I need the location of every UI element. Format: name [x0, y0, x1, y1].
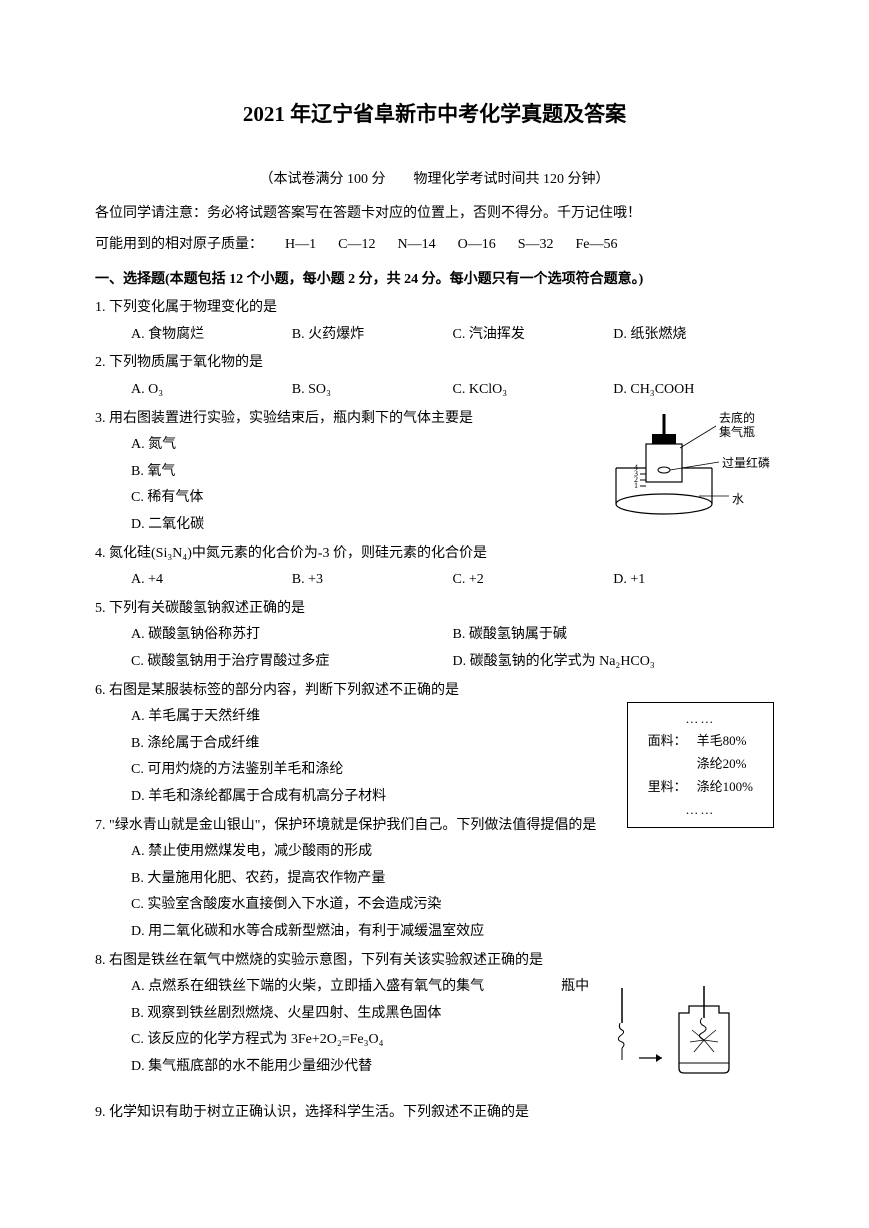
option-a: A. O₃ [131, 377, 292, 404]
question-4: 4. 氮化硅(Si₃N₄)中氮元素的化合价为-3 价，则硅元素的化合价是 A. … [95, 541, 774, 594]
question-text: 7. "绿水青山就是金山银山"，保护环境就是保护我们自己。下列做法值得提倡的是 [95, 813, 774, 840]
option-c: C. 碳酸氢钠用于治疗胃酸过多症 [131, 649, 453, 676]
question-8: 8. 右图是铁丝在氧气中燃烧的实验示意图，下列有关该实验叙述正确的是 A. 点燃… [95, 948, 774, 1098]
label-dots: …… [642, 709, 759, 730]
mass-item: C—12 [338, 237, 375, 252]
options-two: A. 碳酸氢钠俗称苏打 B. 碳酸氢钠属于碱 C. 碳酸氢钠用于治疗胃酸过多症 … [95, 622, 774, 675]
question-text: 2. 下列物质属于氧化物的是 [95, 350, 774, 377]
section-header: 一、选择题(本题包括 12 个小题，每小题 2 分，共 24 分。每小题只有一个… [95, 267, 774, 294]
option-a: A. 禁止使用燃煤发电，减少酸雨的形成 [131, 839, 774, 866]
fig-label: 过量红磷 [722, 452, 770, 475]
iron-burn-figure [604, 978, 744, 1078]
subtitle: （本试卷满分 100 分 物理化学考试时间共 120 分钟） [95, 167, 774, 194]
option-b: B. SO₃ [292, 377, 453, 404]
option-d: D. 用二氧化碳和水等合成新型燃油，有利于减缓温室效应 [131, 919, 774, 946]
options-row: A. 食物腐烂 B. 火药爆炸 C. 汽油挥发 D. 纸张燃烧 [95, 322, 774, 349]
fig-label: 水 [732, 488, 744, 511]
option-c: C. +2 [453, 567, 614, 594]
question-text: 9. 化学知识有助于树立正确认识，选择科学生活。下列叙述不正确的是 [95, 1100, 774, 1127]
question-2: 2. 下列物质属于氧化物的是 A. O₃ B. SO₃ C. KClO₃ D. … [95, 350, 774, 403]
label-table: 面料：羊毛80% 涤纶20% 里料：涤纶100% [642, 729, 759, 799]
question-text: 6. 右图是某服装标签的部分内容，判断下列叙述不正确的是 [95, 678, 774, 705]
question-3: 3. 用右图装置进行实验，实验结束后，瓶内剩下的气体主要是 A. 氮气 B. 氧… [95, 406, 774, 539]
option-b: B. 大量施用化肥、农药，提高农作物产量 [131, 866, 774, 893]
option-c: C. KClO₃ [453, 377, 614, 404]
option-a: A. 食物腐烂 [131, 322, 292, 349]
atomic-masses: 可能用到的相对原子质量： H—1 C—12 N—14 O—16 S—32 Fe—56 [95, 232, 774, 259]
mass-item: S—32 [518, 237, 554, 252]
options-row: A. O₃ B. SO₃ C. KClO₃ D. CH₃COOH [95, 377, 774, 404]
question-text: 1. 下列变化属于物理变化的是 [95, 295, 774, 322]
option-b: B. +3 [292, 567, 453, 594]
clothing-label: …… 面料：羊毛80% 涤纶20% 里料：涤纶100% …… [627, 702, 774, 828]
question-5: 5. 下列有关碳酸氢钠叙述正确的是 A. 碳酸氢钠俗称苏打 B. 碳酸氢钠属于碱… [95, 596, 774, 676]
question-1: 1. 下列变化属于物理变化的是 A. 食物腐烂 B. 火药爆炸 C. 汽油挥发 … [95, 295, 774, 348]
option-d: D. 纸张燃烧 [613, 322, 774, 349]
mass-item: Fe—56 [576, 237, 618, 252]
option-c: C. 汽油挥发 [453, 322, 614, 349]
question-text: 8. 右图是铁丝在氧气中燃烧的实验示意图，下列有关该实验叙述正确的是 [95, 948, 774, 975]
options-col: A. 禁止使用燃煤发电，减少酸雨的形成 B. 大量施用化肥、农药，提高农作物产量… [95, 839, 774, 945]
question-9: 9. 化学知识有助于树立正确认识，选择科学生活。下列叙述不正确的是 [95, 1100, 774, 1127]
mass-item: O—16 [458, 237, 496, 252]
option-b: B. 火药爆炸 [292, 322, 453, 349]
option-d: D. CH₃COOH [613, 377, 774, 404]
option-c: C. 实验室含酸废水直接倒入下水道，不会造成污染 [131, 892, 774, 919]
option-a: A. 碳酸氢钠俗称苏打 [131, 622, 453, 649]
question-7: 7. "绿水青山就是金山银山"，保护环境就是保护我们自己。下列做法值得提倡的是 … [95, 813, 774, 946]
question-6: 6. 右图是某服装标签的部分内容，判断下列叙述不正确的是 A. 羊毛属于天然纤维… [95, 678, 774, 811]
options-row: A. +4 B. +3 C. +2 D. +1 [95, 567, 774, 594]
option-b: B. 碳酸氢钠属于碱 [453, 622, 775, 649]
svg-text:1: 1 [634, 481, 638, 490]
question-text: 4. 氮化硅(Si₃N₄)中氮元素的化合价为-3 价，则硅元素的化合价是 [95, 541, 774, 568]
notice-text: 各位同学请注意：务必将试题答案写在答题卡对应的位置上，否则不得分。千万记住哦！ [95, 201, 774, 228]
option-d: D. 碳酸氢钠的化学式为 Na₂HCO₃ [453, 649, 775, 676]
masses-prefix: 可能用到的相对原子质量： [95, 237, 263, 252]
apparatus-figure: 4 3 2 1 去底的集气瓶 过量红磷 水 [604, 406, 784, 526]
option-a: A. +4 [131, 567, 292, 594]
question-text: 5. 下列有关碳酸氢钠叙述正确的是 [95, 596, 774, 623]
option-d: D. +1 [613, 567, 774, 594]
fig-label: 去底的集气瓶 [719, 411, 755, 440]
mass-item: N—14 [397, 237, 435, 252]
page-title: 2021 年辽宁省阜新市中考化学真题及答案 [95, 95, 774, 135]
mass-item: H—1 [285, 237, 316, 252]
